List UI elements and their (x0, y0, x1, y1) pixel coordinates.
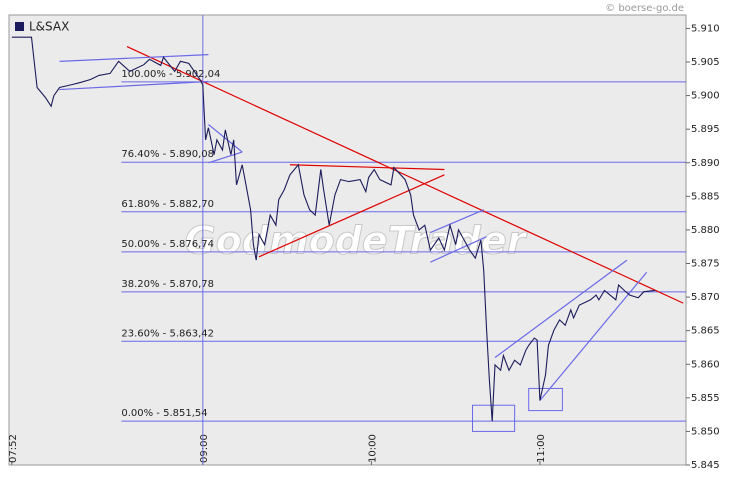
fib-label: 50.00% - 5.876,74 (121, 239, 214, 250)
fib-label: 38.20% - 5.870,78 (121, 279, 214, 290)
fib-label: 76.40% - 5.890,08 (121, 149, 214, 160)
y-tick-label: 5.900 (691, 91, 720, 102)
trend-line (208, 124, 243, 153)
y-tick-label: 5.845 (691, 460, 720, 471)
y-tick-label: 5.910 (691, 23, 720, 34)
trend-line (208, 151, 243, 164)
trend-line (126, 46, 684, 304)
trend-line (430, 236, 487, 263)
box (528, 387, 563, 412)
y-tick-label: 5.860 (691, 359, 720, 370)
x-tick-label: 10:00 (367, 434, 378, 463)
y-tick-label: 5.885 (691, 191, 720, 202)
legend-label: L&SAX (29, 20, 69, 34)
y-tick-label: 5.870 (691, 292, 720, 303)
y-tick-label: 5.890 (691, 158, 720, 169)
y-tick-label: 5.875 (691, 259, 720, 270)
y-tick-label: 5.880 (691, 225, 720, 236)
y-tick-label: 5.905 (691, 57, 720, 68)
y-tick-label: 5.850 (691, 426, 720, 437)
watermark: © boerse-go.de (605, 3, 684, 14)
box (472, 404, 516, 432)
trend-line (59, 54, 209, 62)
trend-line (59, 80, 209, 91)
x-tick-label: 07:52 (8, 434, 19, 463)
brand-watermark: GodmodeTrader (184, 219, 527, 263)
trend-line (289, 164, 445, 171)
x-tick-label: 09:00 (199, 434, 210, 463)
legend-swatch (15, 22, 24, 31)
fib-label: 61.80% - 5.882,70 (121, 199, 214, 210)
trend-line (430, 209, 484, 234)
y-tick-label: 5.895 (691, 124, 720, 135)
trend-line (258, 174, 445, 258)
y-tick-label: 5.865 (691, 326, 720, 337)
plot-area (8, 14, 687, 466)
fib-label: 100.00% - 5.902,04 (121, 69, 220, 80)
y-tick-label: 5.855 (691, 393, 720, 404)
price-line (11, 36, 656, 422)
x-tick-label: 11:00 (536, 434, 547, 463)
trend-line (494, 259, 628, 359)
fib-label: 0.00% - 5.851,54 (121, 408, 207, 419)
fib-label: 23.60% - 5.863,42 (121, 328, 214, 339)
